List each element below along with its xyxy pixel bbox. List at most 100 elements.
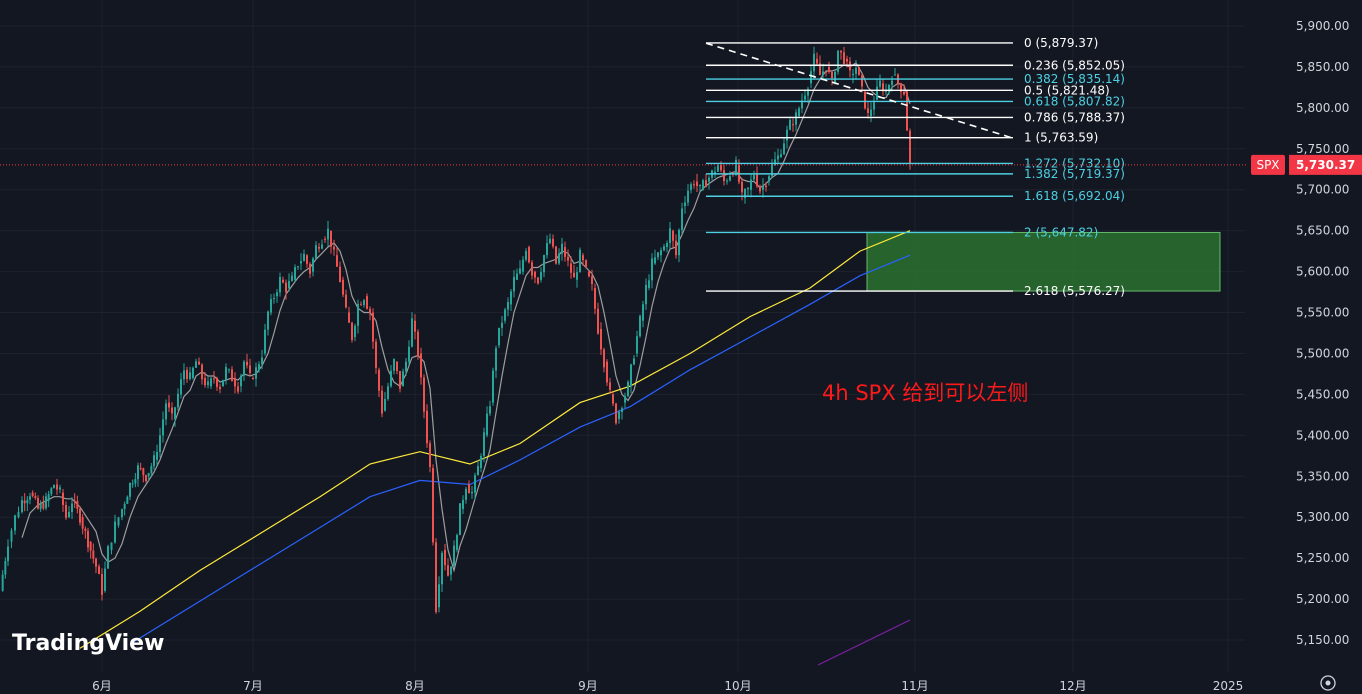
fib-label: 1.382 (5,719.37) [1024,167,1125,181]
candle [441,550,443,593]
candle [405,358,407,376]
candle [98,564,100,575]
candle [462,495,464,515]
candle [53,484,55,489]
candle [621,406,623,420]
candle [705,173,707,188]
candle [318,243,320,253]
candle [609,377,611,395]
candle [696,173,698,192]
candle [615,402,617,425]
y-tick-label: 5,300.00 [1296,510,1349,524]
candle [121,508,123,521]
candle [636,330,638,357]
settings-icon[interactable] [1320,675,1336,691]
y-tick-label: 5,650.00 [1296,224,1349,238]
candle [879,74,881,89]
candle [729,171,731,182]
indicator-line-purple [817,619,911,666]
candle [735,156,737,177]
candle [759,184,761,195]
candle [483,427,485,463]
candles [1,46,911,614]
y-tick-label: 5,700.00 [1296,183,1349,197]
candle [672,229,674,248]
candle [579,247,581,273]
candle [624,392,626,408]
candle [339,261,341,283]
candle [291,272,293,282]
candle [654,249,656,265]
candle [246,353,248,369]
candle [267,310,269,336]
candle [294,264,296,282]
candle [399,370,401,393]
candle [423,374,425,419]
candle [153,450,155,470]
candle [873,95,875,116]
candle [411,312,413,348]
candle [432,464,434,546]
candle [861,73,863,93]
candle [888,84,890,95]
candle [330,230,332,254]
candle [681,202,683,235]
candle [765,182,767,192]
candle [711,169,713,181]
candle [252,376,254,380]
x-axis: 6月 7月 8月 9月 10月 11月 12月 2025 [92,679,1243,693]
candle [219,383,221,394]
candle [354,323,356,342]
candle [174,406,176,427]
candle [210,376,212,390]
x-tick-label: 8月 [405,679,425,693]
candle [639,314,641,338]
candle [345,289,347,309]
candle [633,354,635,366]
target-zone [866,231,1221,292]
candle [813,46,815,79]
candle [50,487,53,497]
candle [333,239,335,256]
candle [756,166,758,188]
candle [543,254,545,278]
candle [37,495,39,510]
candle [741,177,743,201]
candle [114,514,116,544]
candle [204,371,206,388]
candle [540,267,542,283]
candle [324,236,326,244]
candle [525,248,527,262]
candle [147,472,150,482]
candle [225,363,227,385]
fib-label: 1.272 (5,732.10) [1024,156,1125,170]
candle [501,316,503,336]
candle [315,241,317,260]
candle [84,526,87,539]
candle [438,576,440,613]
y-tick-label: 5,150.00 [1296,633,1349,647]
candle [126,495,129,504]
candle [101,568,103,601]
candle [123,501,126,516]
candle [762,178,764,198]
candle [867,102,869,119]
candle [26,496,29,512]
candle [159,427,161,458]
annotation-text: 4h SPX 给到可以左侧 [822,381,1028,405]
fib-label: 0.618 (5,807.82) [1024,94,1125,108]
candle [420,347,422,385]
candle [117,516,120,528]
candle [390,365,392,388]
candle [171,402,173,421]
target-zone-layer [866,231,1221,292]
candle [375,338,377,374]
candle [678,228,680,263]
candle [95,557,97,574]
candle [351,321,353,343]
candle [627,380,629,398]
candle [450,566,452,581]
candle [804,89,806,103]
